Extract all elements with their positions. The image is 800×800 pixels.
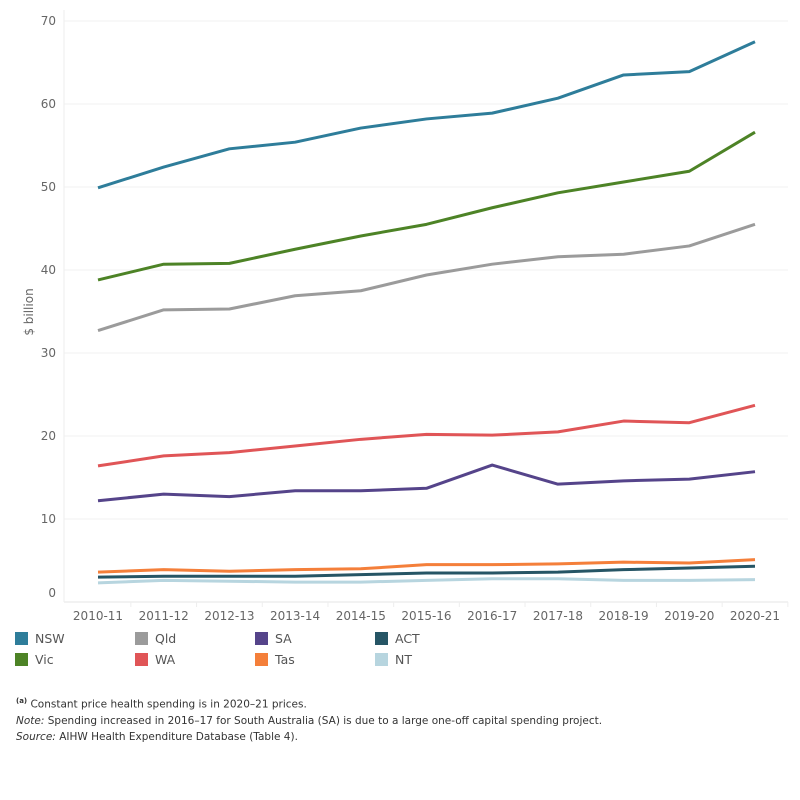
legend-label: Qld — [155, 631, 177, 646]
x-tick-label: 2011-12 — [139, 609, 189, 623]
y-tick-label: 70 — [41, 14, 56, 28]
note-label: Note: — [16, 714, 45, 727]
legend-swatch — [375, 653, 388, 666]
legend-swatch — [255, 632, 268, 645]
source-label: Source: — [16, 730, 56, 743]
y-tick-label: 10 — [41, 512, 56, 526]
y-tick-label: 20 — [41, 429, 56, 443]
legend-swatch — [255, 653, 268, 666]
legend-label: Tas — [275, 652, 295, 667]
y-tick-label: 40 — [41, 263, 56, 277]
x-tick-label: 2014-15 — [336, 609, 386, 623]
series-line-sa — [97, 463, 756, 503]
legend-item-vic: Vic — [15, 652, 135, 667]
note: Note: Spending increased in 2016–17 for … — [16, 713, 602, 729]
legend-swatch — [15, 632, 28, 645]
legend-item-qld: Qld — [135, 631, 255, 646]
series-line-nsw — [97, 40, 756, 190]
chart-notes: (a) Constant price health spending is in… — [16, 693, 602, 745]
legend-item-sa: SA — [255, 631, 375, 646]
line-chart: 0 10 20 30 40 50 60 70 2010-11 2011-12 2012-13 2013… — [22, 10, 789, 623]
y-axis-label: $ billion — [22, 288, 36, 335]
legend-label: WA — [155, 652, 176, 667]
series-line-act — [97, 564, 756, 579]
series-line-tas — [97, 558, 756, 574]
y-tick-label: 30 — [41, 346, 56, 360]
source: Source: AIHW Health Expenditure Database… — [16, 729, 602, 745]
y-tick-label: 60 — [41, 97, 56, 111]
legend-label: ACT — [395, 631, 420, 646]
legend-label: Vic — [35, 652, 54, 667]
legend-swatch — [135, 632, 148, 645]
x-tick-label: 2019-20 — [664, 609, 714, 623]
series-line-vic — [97, 130, 756, 282]
footnote-text: Constant price health spending is in 202… — [30, 698, 307, 711]
footnote-marker: (a) — [16, 697, 28, 705]
series-line-qld — [97, 222, 756, 333]
legend-item-nt: NT — [375, 652, 495, 667]
x-tick-label: 2017-18 — [533, 609, 583, 623]
legend-swatch — [375, 632, 388, 645]
legend-swatch — [135, 653, 148, 666]
x-tick-label: 2013-14 — [270, 609, 320, 623]
legend-label: SA — [275, 631, 292, 646]
x-tick-label: 2020-21 — [730, 609, 780, 623]
legend-item-wa: WA — [135, 652, 255, 667]
legend-item-act: ACT — [375, 631, 495, 646]
y-tick-label: 0 — [48, 586, 56, 600]
legend-item-nsw: NSW — [15, 631, 135, 646]
legend-label: NT — [395, 652, 412, 667]
x-tick-label: 2018-19 — [599, 609, 649, 623]
footnote: (a) Constant price health spending is in… — [16, 693, 602, 713]
x-tick-label: 2012-13 — [204, 609, 254, 623]
x-tick-label: 2015-16 — [401, 609, 451, 623]
legend-swatch — [15, 653, 28, 666]
x-tick-label: 2016-17 — [467, 609, 517, 623]
source-text: AIHW Health Expenditure Database (Table … — [59, 730, 298, 743]
series-line-wa — [97, 403, 756, 468]
series-line-nt — [97, 577, 756, 585]
legend-label: NSW — [35, 631, 65, 646]
note-text: Spending increased in 2016–17 for South … — [47, 714, 603, 727]
y-tick-label: 50 — [41, 180, 56, 194]
x-tick-label: 2010-11 — [73, 609, 123, 623]
legend-item-tas: Tas — [255, 652, 375, 667]
legend: NSW Qld SA ACT Vic WA Tas NT — [15, 631, 575, 667]
